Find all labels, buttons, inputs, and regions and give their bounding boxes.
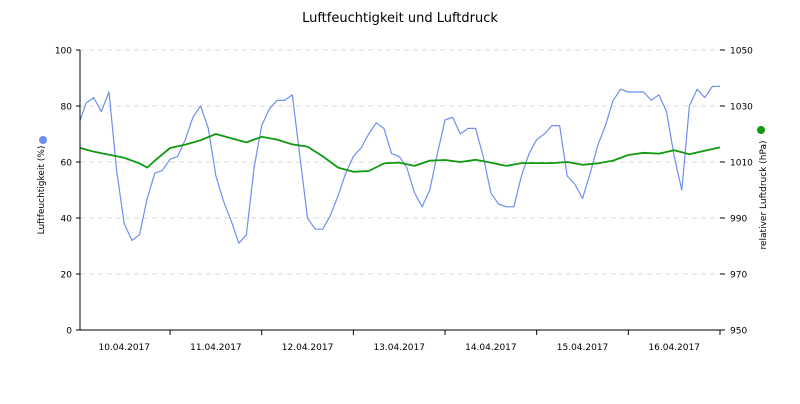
x-tick-label: 11.04.2017	[190, 343, 242, 353]
left-tick-label: 40	[61, 215, 73, 225]
right-tick-label: 990	[730, 215, 747, 225]
x-tick-label: 16.04.2017	[648, 343, 700, 353]
x-tick-label: 15.04.2017	[557, 343, 609, 353]
right-tick-label: 1030	[730, 103, 753, 113]
left-axis-label: Luftfeuchtigkeit (%)	[37, 146, 47, 235]
right-legend-dot[interactable]	[757, 126, 765, 134]
x-tick-label: 10.04.2017	[98, 343, 150, 353]
x-tick-label: 12.04.2017	[282, 343, 334, 353]
chart-title: Luftfeuchtigkeit und Luftdruck	[302, 11, 498, 26]
x-tick-label: 14.04.2017	[465, 343, 517, 353]
left-tick-label: 0	[66, 327, 72, 337]
left-tick-label: 20	[61, 271, 73, 281]
right-tick-label: 1050	[730, 47, 753, 57]
left-legend-dot[interactable]	[39, 136, 47, 144]
left-tick-label: 80	[61, 103, 73, 113]
right-tick-label: 970	[730, 271, 747, 281]
right-tick-label: 1010	[730, 159, 753, 169]
left-tick-label: 60	[61, 159, 73, 169]
series-layer	[79, 85, 721, 244]
left-tick-label: 100	[55, 47, 72, 57]
humidity-line	[79, 85, 720, 244]
pressure-line	[80, 133, 721, 173]
right-tick-label: 950	[730, 327, 747, 337]
x-tick-label: 13.04.2017	[373, 343, 425, 353]
right-axis-label: relativer Luftdruck (hPa)	[759, 140, 769, 249]
axes: 0 20 40 60 80 100 950 970 990 1010 1030 1050 10.04.2…	[55, 47, 753, 354]
